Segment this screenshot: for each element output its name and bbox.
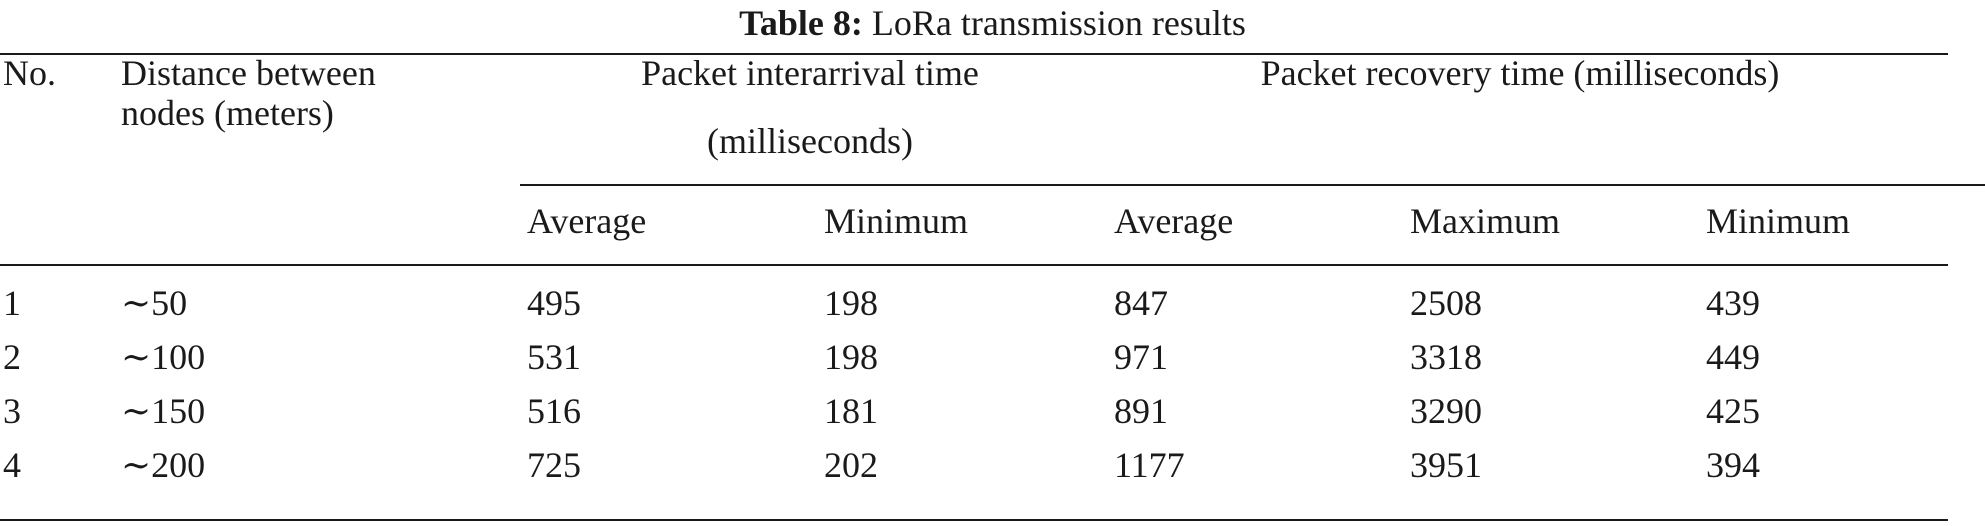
table-cell: 495: [527, 283, 581, 323]
table-cell: 198: [824, 337, 878, 377]
table-cell: 439: [1706, 283, 1760, 323]
subheader-cell: Average: [1114, 201, 1234, 241]
header-interarrival-line2: (milliseconds): [707, 121, 913, 161]
header-interarrival-line1: Packet interarrival time: [641, 53, 979, 93]
table-cell: 847: [1114, 283, 1168, 323]
subheader-cell: Maximum: [1410, 201, 1560, 241]
table-cell: 425: [1706, 391, 1760, 431]
table-cell: 449: [1706, 337, 1760, 377]
table-cell: 181: [824, 391, 878, 431]
header-group-rule: [520, 184, 1985, 186]
table-cell: 3: [3, 391, 21, 431]
top-rule: [0, 53, 1948, 55]
table-cell: 516: [527, 391, 581, 431]
table-cell: 202: [824, 445, 878, 485]
table-cell: 891: [1114, 391, 1168, 431]
table-cell: 531: [527, 337, 581, 377]
table-title: LoRa transmission results: [871, 3, 1246, 43]
table-cell: ∼100: [121, 337, 206, 377]
table-cell: 3318: [1410, 337, 1482, 377]
table-cell: 725: [527, 445, 581, 485]
subheader-cell: Minimum: [1706, 201, 1851, 241]
header-bottom-rule: [0, 264, 1948, 266]
table-cell: 2: [3, 337, 21, 377]
table-cell: 4: [3, 445, 21, 485]
table-caption: Table 8: LoRa transmission results: [0, 0, 1985, 48]
bottom-rule: [0, 519, 1948, 521]
table-cell: ∼50: [121, 283, 188, 323]
table-cell: 1177: [1114, 445, 1185, 485]
header-no: No.: [3, 53, 56, 93]
table-cell: 1: [3, 283, 21, 323]
table-cell: ∼150: [121, 391, 206, 431]
header-recovery: Packet recovery time (milliseconds): [1260, 53, 1780, 93]
table-cell: 3951: [1410, 445, 1482, 485]
table-label: Table 8:: [739, 3, 863, 43]
subheader-cell: Minimum: [824, 201, 969, 241]
table-cell: 394: [1706, 445, 1760, 485]
header-distance-line2: nodes (meters): [121, 93, 334, 133]
table-cell: 2508: [1410, 283, 1482, 323]
table-cell: ∼200: [121, 445, 206, 485]
header-distance-line1: Distance between: [121, 53, 376, 93]
subheader-cell: Average: [527, 201, 647, 241]
table-cell: 3290: [1410, 391, 1482, 431]
table-cell: 198: [824, 283, 878, 323]
table-cell: 971: [1114, 337, 1168, 377]
